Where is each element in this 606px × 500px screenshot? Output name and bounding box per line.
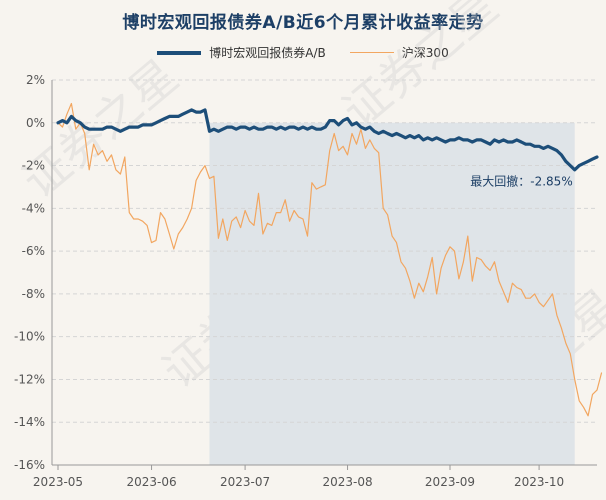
y-tick-label: -10% <box>14 330 45 344</box>
y-tick-label: 2% <box>26 73 45 87</box>
x-tick-label: 2023-08 <box>322 475 372 489</box>
x-axis: 2023-05 2023-06 2023-07 2023-08 2023-09 2023-… <box>33 465 564 489</box>
legend-label-index: 沪深300 <box>401 46 449 60</box>
annotation-layer: 最大回撤：-2.85% <box>470 174 572 189</box>
series-line-index <box>57 102 603 417</box>
x-tick-label: 2023-09 <box>425 475 475 489</box>
legend-item-index[interactable]: 沪深300 <box>349 44 449 61</box>
y-tick-label: -14% <box>14 415 45 429</box>
series-line-fund <box>56 108 599 172</box>
y-tick-label: -12% <box>14 372 45 386</box>
x-tick-label: 2023-05 <box>33 475 83 489</box>
max-drawdown-label: 最大回撤：-2.85% <box>470 174 572 189</box>
legend-label-fund: 博时宏观回报债券A/B <box>209 46 326 60</box>
y-tick-label: -4% <box>22 201 45 215</box>
y-tick-label: -16% <box>14 458 45 472</box>
legend-swatch-index <box>349 52 394 53</box>
legend-item-fund[interactable]: 博时宏观回报债券A/B <box>157 44 326 61</box>
y-tick-label: -2% <box>22 159 45 173</box>
x-tick-label: 2023-07 <box>220 475 270 489</box>
watermark-text: 证券之星 <box>332 0 508 138</box>
x-tick-label: 2023-06 <box>126 475 176 489</box>
y-axis: 2% 0% -2% -4% -6% -8% -10% -12% -14% -16% <box>14 73 45 472</box>
series-layer <box>56 102 603 417</box>
x-tick-label: 2023-10 <box>514 475 564 489</box>
y-tick-label: 0% <box>26 116 45 130</box>
y-tick-label: -8% <box>22 287 45 301</box>
legend-swatch-fund <box>157 50 202 55</box>
legend: 博时宏观回报债券A/B 沪深300 <box>0 44 606 61</box>
y-tick-label: -6% <box>22 244 45 258</box>
chart-title: 博时宏观回报债券A/B近6个月累计收益率走势 <box>122 13 484 33</box>
grid-layer <box>51 79 597 466</box>
